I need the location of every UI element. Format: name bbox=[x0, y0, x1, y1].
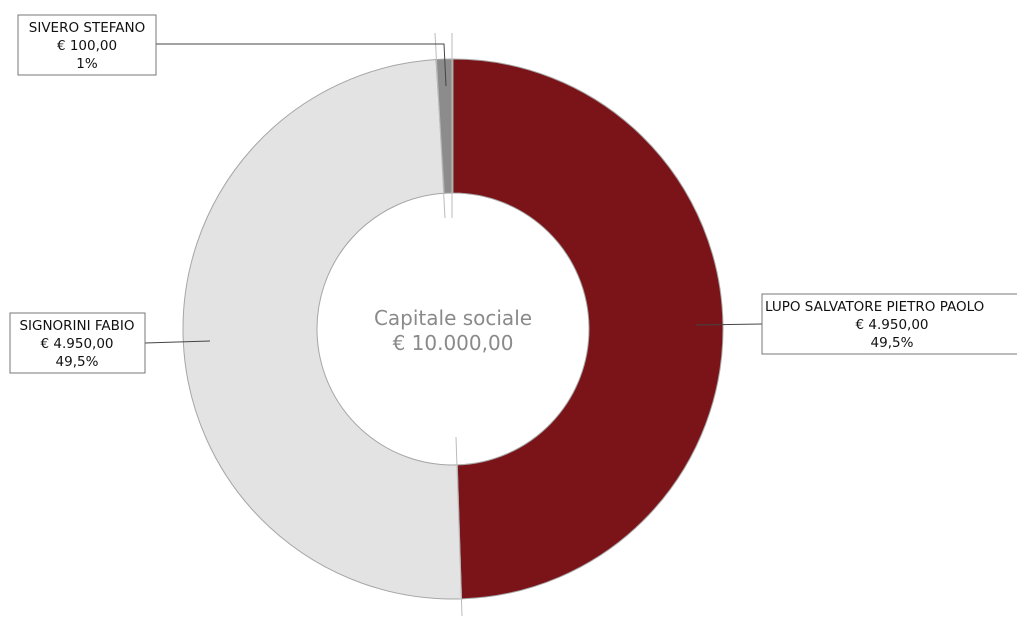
label-name-lupo: LUPO SALVATORE PIETRO PAOLO bbox=[765, 299, 984, 315]
donut-slice-2 bbox=[182, 59, 462, 600]
leader-line-lupo bbox=[695, 323, 763, 326]
label-box-sivero bbox=[17, 14, 157, 76]
slice-label-sivero: SIVERO STEFANO € 100,00 1% bbox=[17, 14, 447, 87]
label-percent-sivero: 1% bbox=[76, 56, 98, 72]
slice-label-signorini: SIGNORINI FABIO € 4.950,00 49,5% bbox=[9, 312, 211, 374]
label-percent-lupo: 49,5% bbox=[871, 335, 914, 351]
label-percent-signorini: 49,5% bbox=[56, 354, 99, 370]
leader-line-signorini bbox=[144, 340, 211, 344]
label-box-lupo bbox=[761, 293, 1017, 355]
guide-line-bottom bbox=[455, 436, 463, 617]
slice-label-lupo: LUPO SALVATORE PIETRO PAOLO € 4.950,00 4… bbox=[695, 293, 1017, 355]
donut-slice-1 bbox=[452, 58, 724, 600]
label-name-sivero: SIVERO STEFANO bbox=[29, 20, 145, 36]
guide-line-top-1 bbox=[434, 32, 446, 219]
center-value: € 10.000,00 bbox=[393, 331, 514, 355]
label-value-signorini: € 4.950,00 bbox=[41, 336, 114, 352]
label-box-signorini bbox=[9, 312, 146, 374]
label-value-lupo: € 4.950,00 bbox=[856, 317, 929, 333]
donut-slices bbox=[182, 58, 724, 600]
center-title: Capitale sociale bbox=[374, 306, 532, 330]
label-value-sivero: € 100,00 bbox=[57, 38, 117, 54]
donut-slice-3 bbox=[435, 58, 454, 194]
leader-line-sivero bbox=[156, 43, 447, 87]
label-name-signorini: SIGNORINI FABIO bbox=[19, 318, 134, 334]
